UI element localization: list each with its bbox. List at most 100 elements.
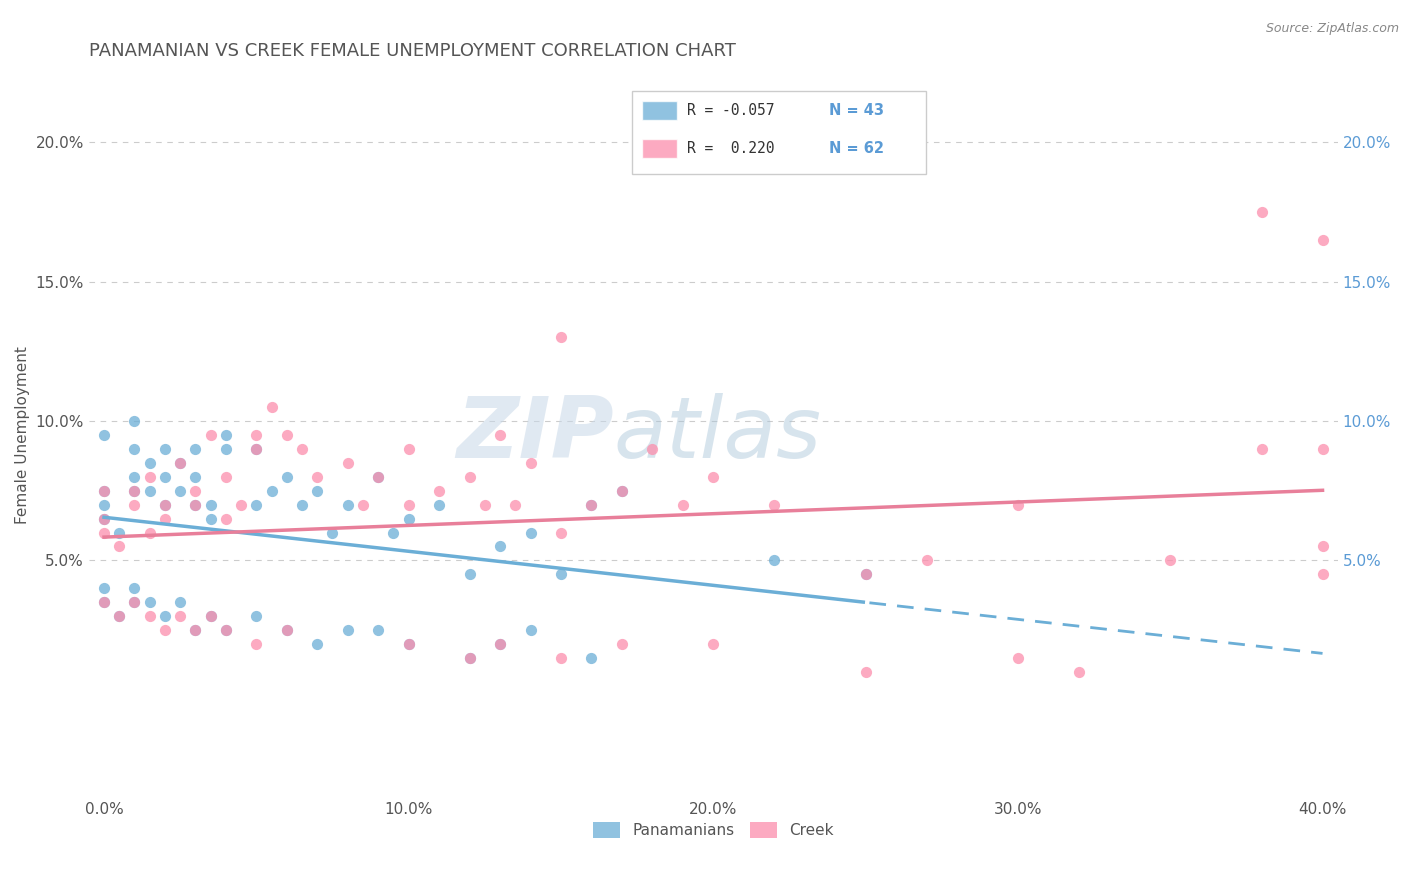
Point (307, 637, 329, 651)
FancyBboxPatch shape (643, 102, 678, 120)
Point (398, 637, 420, 651)
Point (336, 456, 359, 470)
Point (610, 483, 633, 498)
Point (550, 651, 572, 665)
Point (184, 442, 207, 456)
Point (200, 498, 222, 512)
Point (550, 525, 572, 540)
Point (855, 567, 877, 582)
Point (321, 525, 343, 540)
Point (184, 623, 207, 637)
Point (489, 637, 512, 651)
Point (458, 469, 481, 483)
Text: atlas: atlas (613, 393, 821, 476)
Point (108, 540, 131, 554)
Point (93, 595, 115, 609)
Point (519, 456, 541, 470)
Point (169, 483, 191, 498)
Point (427, 483, 450, 498)
Point (1007, 651, 1029, 665)
Point (763, 498, 786, 512)
Point (124, 414, 146, 428)
Point (352, 498, 374, 512)
Point (367, 469, 389, 483)
Point (108, 609, 131, 624)
Point (1312, 567, 1334, 582)
Point (138, 609, 160, 624)
Point (427, 498, 450, 512)
Point (215, 428, 238, 442)
Point (550, 567, 572, 582)
Point (489, 540, 512, 554)
Point (93, 525, 115, 540)
Point (1312, 233, 1334, 247)
Point (398, 637, 420, 651)
Point (153, 469, 176, 483)
Point (245, 609, 267, 624)
Point (138, 483, 160, 498)
Point (93, 511, 115, 525)
Point (153, 609, 176, 624)
Point (124, 469, 146, 483)
Point (307, 469, 329, 483)
Point (672, 498, 695, 512)
Point (276, 428, 298, 442)
Point (245, 442, 267, 456)
Point (169, 609, 191, 624)
Point (200, 609, 222, 624)
Point (503, 498, 526, 512)
Point (124, 582, 146, 596)
Point (138, 525, 160, 540)
Point (153, 623, 176, 637)
Point (169, 456, 191, 470)
Y-axis label: Female Unemployment: Female Unemployment (15, 346, 30, 524)
Point (153, 442, 176, 456)
Point (215, 623, 238, 637)
Point (610, 483, 633, 498)
Point (458, 651, 481, 665)
Point (276, 623, 298, 637)
Point (367, 469, 389, 483)
Point (1312, 540, 1334, 554)
Point (519, 525, 541, 540)
Point (291, 498, 314, 512)
Point (124, 483, 146, 498)
Text: N = 62: N = 62 (830, 141, 884, 156)
Point (245, 428, 267, 442)
Text: ZIP: ZIP (456, 393, 613, 476)
Point (1007, 498, 1029, 512)
Point (336, 498, 359, 512)
Point (550, 330, 572, 344)
Point (108, 609, 131, 624)
Point (184, 469, 207, 483)
Text: R =  0.220: R = 0.220 (688, 141, 775, 156)
FancyBboxPatch shape (633, 91, 925, 174)
Point (398, 442, 420, 456)
Point (184, 498, 207, 512)
Text: R = -0.057: R = -0.057 (688, 103, 775, 119)
Point (581, 498, 603, 512)
Point (915, 553, 938, 567)
Point (93, 483, 115, 498)
Point (153, 498, 176, 512)
Point (169, 456, 191, 470)
Point (641, 442, 664, 456)
Point (276, 623, 298, 637)
Point (153, 498, 176, 512)
Point (1159, 553, 1181, 567)
Point (93, 511, 115, 525)
Text: Source: ZipAtlas.com: Source: ZipAtlas.com (1265, 22, 1399, 36)
Point (519, 623, 541, 637)
Point (245, 442, 267, 456)
Point (93, 428, 115, 442)
Point (184, 483, 207, 498)
Point (1250, 442, 1272, 456)
Point (124, 595, 146, 609)
Text: PANAMANIAN VS CREEK FEMALE UNEMPLOYMENT CORRELATION CHART: PANAMANIAN VS CREEK FEMALE UNEMPLOYMENT … (89, 42, 735, 60)
Point (763, 553, 786, 567)
Point (184, 498, 207, 512)
Point (200, 511, 222, 525)
Point (398, 511, 420, 525)
Point (245, 637, 267, 651)
Text: N = 43: N = 43 (830, 103, 884, 119)
